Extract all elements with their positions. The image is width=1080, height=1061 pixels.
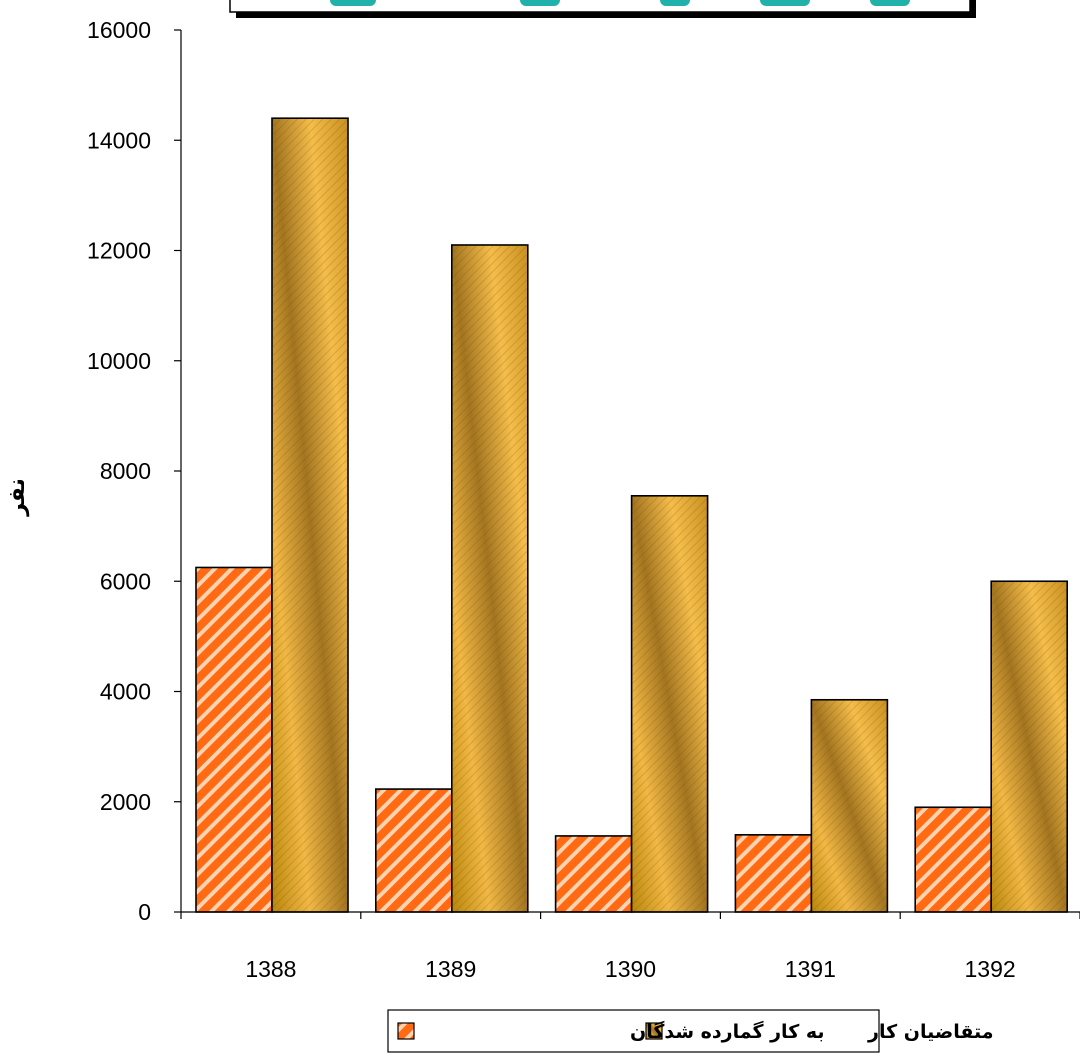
bar-employed-1392 [914, 806, 993, 913]
legend: متقاضیان کار به کار گمارده شدگان [387, 1009, 994, 1053]
title-box [229, 0, 976, 18]
y-axis-title: نفر [5, 478, 30, 517]
x-tick-label-1388: 1388 [245, 956, 296, 982]
bar-hatch-1389 [451, 244, 528, 913]
y-tick-label-6000: 6000 [100, 568, 151, 594]
x-tick-label-1391: 1391 [785, 956, 836, 982]
x-tick-label-1392: 1392 [965, 956, 1016, 982]
legend-swatch-applicants [645, 1022, 663, 1040]
y-tick-label-12000: 12000 [87, 238, 151, 264]
y-tick-label-2000: 2000 [100, 789, 151, 815]
legend-box [387, 1009, 880, 1053]
y-tick-label-16000: 16000 [87, 17, 151, 43]
x-axis: 1388 1389 1390 1391 1392 [180, 911, 1080, 982]
bar-hatch-1392 [991, 581, 1068, 912]
title-decoration [330, 0, 910, 6]
legend-label-applicants: متقاضیان کار [867, 1021, 994, 1043]
y-tick-label-8000: 8000 [100, 458, 151, 484]
x-tick-label-1390: 1390 [605, 956, 656, 982]
x-tick-label-1389: 1389 [425, 956, 476, 982]
bar-hatch-1391 [811, 699, 888, 912]
bar-employed-1388 [195, 566, 273, 913]
bar-employed-1389 [374, 788, 453, 913]
y-tick-label-4000: 4000 [100, 679, 151, 705]
plot-area [195, 117, 1069, 913]
legend-label-employed: به کار گمارده شدگان [630, 1020, 825, 1043]
bar-employed-1391 [734, 834, 813, 913]
y-tick-label-0: 0 [138, 899, 151, 925]
bar-hatch-1390 [631, 495, 708, 912]
y-axis: 0 2000 4000 6000 8000 10000 12000 14000 16000 [87, 17, 182, 925]
legend-swatch-employed [397, 1022, 415, 1040]
y-tick-label-10000: 10000 [87, 348, 151, 374]
bar-employed-1390 [554, 835, 633, 913]
bar-hatch-1388 [272, 118, 348, 912]
y-tick-label-14000: 14000 [87, 127, 151, 153]
